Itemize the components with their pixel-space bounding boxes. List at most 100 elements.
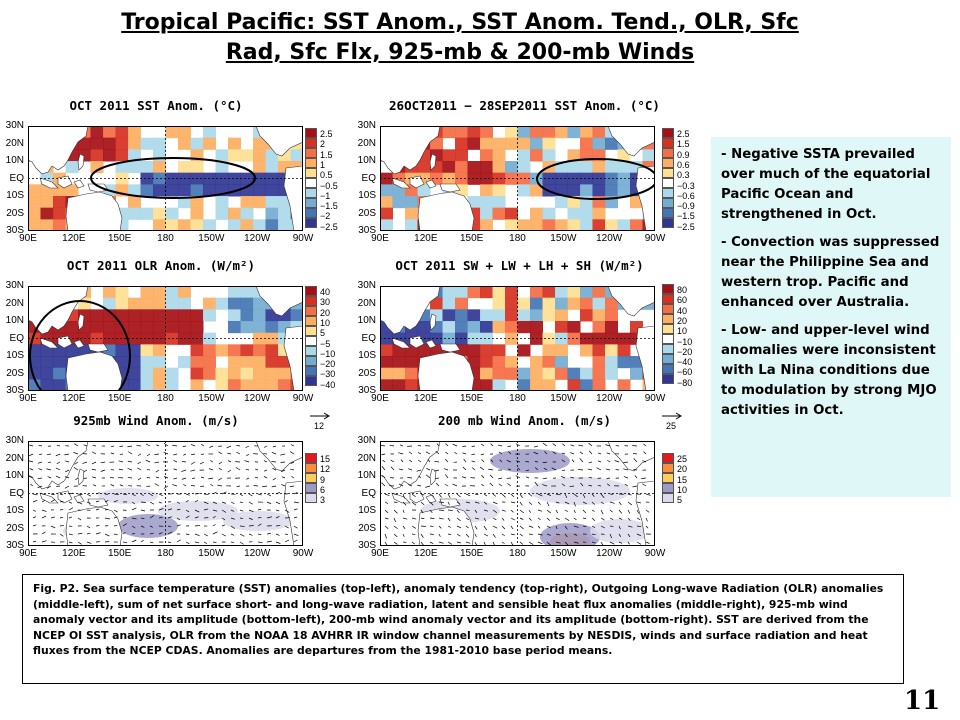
anomaly-cell	[228, 367, 241, 380]
anomaly-cell	[165, 184, 179, 197]
anomaly-cell	[240, 219, 254, 231]
anomaly-cell	[480, 332, 493, 345]
wind-vector	[275, 509, 280, 512]
anomaly-cell	[555, 219, 568, 231]
lon-tick-label: 180	[157, 393, 174, 404]
anomaly-cell	[605, 367, 618, 380]
anomaly-cell	[592, 219, 606, 231]
wind-vector	[248, 509, 254, 513]
wind-vector	[86, 501, 91, 504]
wind-vector	[37, 477, 43, 480]
wind-vector	[561, 459, 566, 463]
colorbar-label: −40	[677, 357, 693, 368]
anomaly-cell	[592, 161, 606, 174]
anomaly-cell	[380, 356, 393, 369]
anomaly-cell	[505, 321, 518, 334]
wind-vector	[284, 539, 289, 543]
anomaly-cell	[128, 196, 141, 209]
anomaly-cell	[455, 321, 468, 334]
wind-vector	[492, 533, 496, 538]
wind-vector	[481, 443, 485, 447]
wind-vector	[28, 460, 34, 463]
wind-vector	[519, 533, 523, 537]
wind-vector	[429, 493, 434, 497]
wind-vector	[420, 533, 424, 538]
anomaly-cell	[455, 161, 468, 174]
wind-speed-shade	[490, 449, 570, 473]
wind-vector	[91, 461, 97, 465]
wind-vector	[236, 445, 241, 447]
wind-vector	[235, 467, 241, 471]
wind-vector	[263, 445, 268, 448]
wind-vector	[212, 516, 216, 519]
anomaly-cell	[140, 321, 154, 334]
wind-vector	[393, 533, 398, 538]
wind-vector	[528, 501, 533, 505]
anomaly-cell	[605, 172, 618, 185]
anomaly-cell	[153, 321, 166, 334]
anomaly-cell	[567, 367, 581, 380]
wind-vector	[465, 509, 470, 511]
wind-vector	[461, 476, 467, 479]
colorbar-swatch	[662, 354, 674, 364]
anomaly-cell	[153, 332, 166, 345]
lat-tick-label: 20N	[5, 452, 24, 464]
anomaly-cell	[492, 297, 506, 310]
colorbar-swatch	[662, 364, 674, 374]
wind-vector	[95, 532, 101, 535]
wind-vector	[203, 501, 209, 504]
wind-vector	[190, 461, 196, 465]
reference-vector-arrow	[662, 412, 682, 420]
wind-vector	[429, 501, 434, 506]
wind-vector	[113, 525, 118, 527]
wind-vector	[59, 533, 64, 537]
anomaly-cell	[555, 196, 568, 209]
anomaly-cell	[542, 219, 556, 231]
colorbar-swatch	[305, 168, 317, 178]
anomaly-cell	[128, 297, 141, 310]
lon-tick-label: 120E	[414, 233, 438, 244]
anomaly-cell	[228, 309, 241, 322]
wind-vector	[59, 500, 64, 503]
wind-vector	[218, 451, 223, 455]
wind-vector	[418, 475, 422, 479]
wind-vector	[598, 460, 602, 463]
anomaly-cell	[215, 367, 229, 380]
wind-vector	[438, 509, 444, 511]
wind-vector	[55, 453, 61, 457]
wind-vector	[447, 493, 451, 498]
wind-vector	[146, 485, 151, 488]
wind-vector	[246, 477, 250, 480]
wind-vector	[74, 443, 79, 447]
wind-vector	[443, 468, 449, 471]
anomaly-cell	[380, 172, 393, 185]
lat-tick-label: 10S	[6, 350, 24, 361]
anomaly-cell	[617, 356, 631, 369]
wind-vector	[555, 509, 559, 514]
wind-vector	[140, 525, 145, 528]
wind-vector	[46, 485, 52, 489]
anomaly-cell	[140, 367, 154, 380]
wind-vector	[588, 476, 593, 479]
wind-vector	[481, 483, 485, 487]
anomaly-cell	[28, 207, 41, 220]
wind-vector	[462, 445, 467, 447]
wind-vector	[627, 493, 632, 496]
lon-tick-label: 150W	[198, 548, 225, 559]
anomaly-cell	[467, 137, 481, 150]
slide-title-line2: Rad, Sfc Flx, 925-mb & 200-mb Winds	[225, 40, 695, 65]
wind-vector	[645, 517, 648, 522]
wind-vector	[77, 541, 82, 545]
wind-vector	[154, 453, 160, 455]
wind-vector	[537, 525, 541, 529]
wind-vector	[555, 541, 561, 544]
anomaly-cell	[542, 286, 556, 299]
anomaly-cell	[380, 332, 393, 345]
wind-vector	[122, 523, 127, 527]
wind-925mb-map-panel: 925mb Wind Anom. (m/s) 30N 20N 10N EQ 10S 20S…	[0, 412, 352, 563]
wind-vector	[573, 493, 578, 498]
wind-vector	[284, 525, 289, 529]
wind-vector	[127, 445, 133, 448]
anomaly-cell	[592, 321, 606, 334]
anomaly-cell	[165, 379, 179, 391]
